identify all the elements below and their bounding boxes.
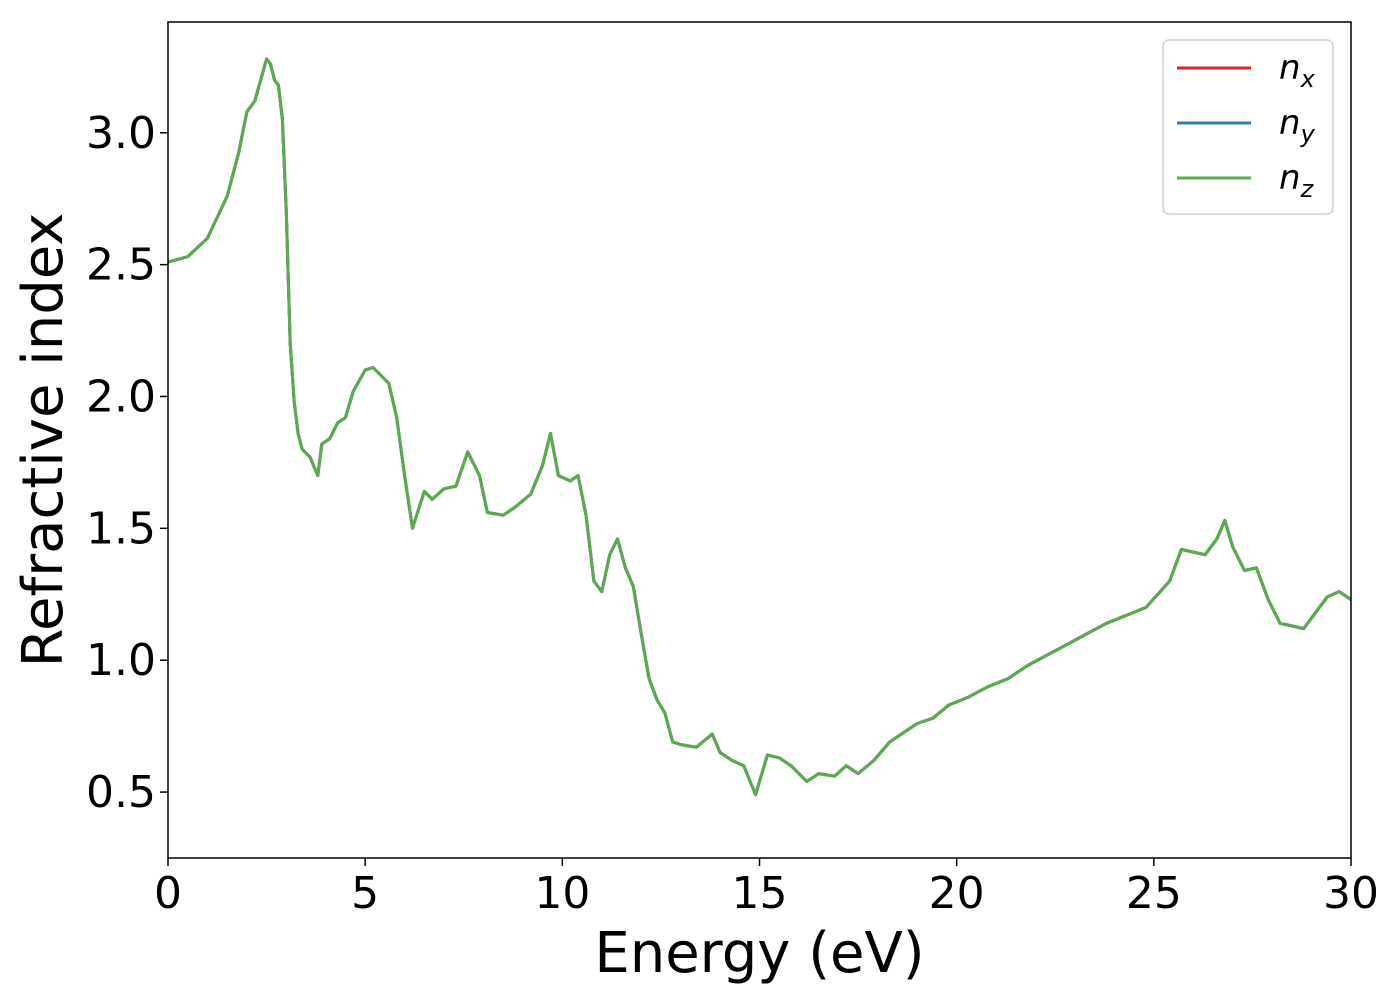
y-tick-label: 1.5 — [86, 503, 156, 554]
x-tick-label: 5 — [351, 868, 379, 919]
series-layer — [168, 57, 1351, 797]
x-tick-label: 0 — [154, 868, 182, 919]
x-tick-label: 15 — [732, 868, 788, 919]
y-tick-label: 2.5 — [86, 240, 156, 291]
y-axis-title: Refractive index — [11, 213, 76, 668]
y-tick-label: 0.5 — [86, 767, 156, 818]
legend: nx ny nz — [1162, 39, 1334, 215]
y-tick-label: 3.0 — [86, 108, 156, 159]
x-tick-label: 10 — [534, 868, 590, 919]
x-axis-title: Energy (eV) — [594, 921, 924, 986]
x-tick-label: 30 — [1323, 868, 1379, 919]
y-tick-label: 2.0 — [86, 371, 156, 422]
x-tick-label: 25 — [1126, 868, 1182, 919]
x-axis-ticks: 0 5 10 15 20 25 30 — [154, 858, 1379, 919]
y-axis-ticks: 0.5 1.0 1.5 2.0 2.5 3.0 — [86, 108, 168, 818]
legend-label-x: nx — [1279, 48, 1316, 93]
legend-box — [1162, 39, 1334, 215]
legend-label-y: ny — [1279, 103, 1316, 148]
x-tick-label: 20 — [929, 868, 985, 919]
y-tick-label: 1.0 — [86, 635, 156, 686]
legend-label-z: nz — [1279, 158, 1315, 203]
series-line-z — [168, 57, 1351, 797]
